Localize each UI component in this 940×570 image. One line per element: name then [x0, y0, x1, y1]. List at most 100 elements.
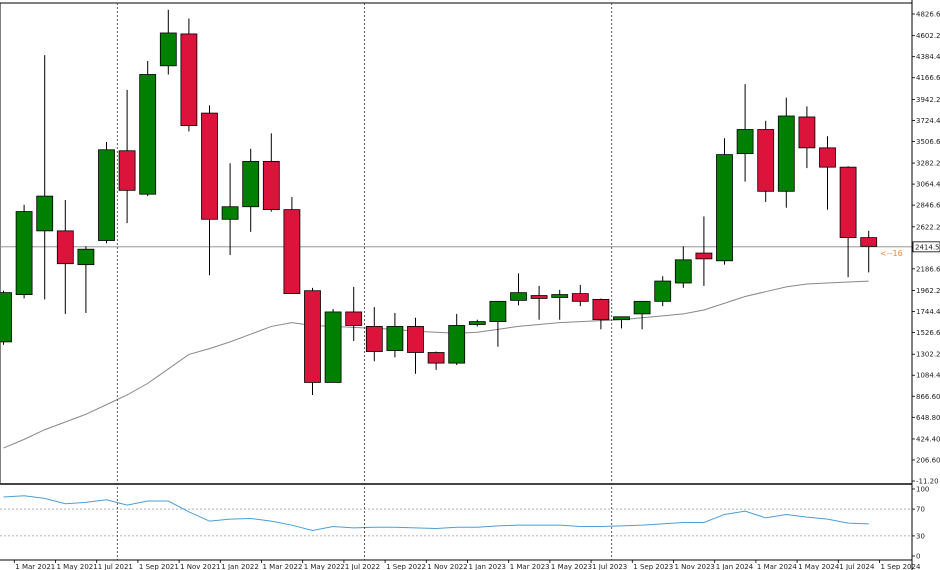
current-price-badge: 2414.57	[912, 241, 940, 253]
candle	[736, 84, 754, 182]
candle-body	[633, 300, 651, 315]
candle-body	[118, 150, 136, 191]
candle-body	[695, 252, 713, 260]
candle	[819, 136, 836, 210]
current-price-label: 2414.57	[915, 243, 940, 251]
candle	[613, 316, 630, 329]
candle-body	[551, 294, 569, 298]
candle	[0, 290, 12, 345]
candle	[36, 55, 54, 300]
price-tick-label: 3942.20	[916, 96, 940, 104]
candle	[262, 133, 280, 212]
time-tick-label: 1 Nov 2022	[427, 563, 467, 570]
candle-body	[448, 325, 466, 364]
candle	[530, 285, 548, 320]
candle-body	[571, 293, 589, 302]
candle	[283, 197, 301, 295]
candle	[304, 287, 321, 395]
time-tick-label: 1 Jul 2021	[98, 563, 133, 570]
price-tick-label: 2622.20	[916, 223, 940, 231]
time-tick-label: 1 Mar 2023	[510, 563, 550, 570]
candle-body	[365, 326, 383, 352]
candle-body	[819, 147, 836, 168]
time-tick-label: 1 May 2024	[798, 563, 840, 570]
time-tick-label: 1 May 2022	[304, 563, 345, 570]
time-tick-label: 1 Mar 2024	[757, 563, 797, 570]
candle	[386, 312, 404, 358]
candle	[716, 138, 733, 265]
candle-body	[242, 160, 260, 208]
time-tick-label: 1 Nov 2023	[675, 563, 715, 570]
candle	[201, 105, 218, 276]
candle-body	[201, 112, 218, 220]
price-tick-label: 4602.20	[916, 32, 940, 40]
candle	[242, 148, 260, 232]
candle-body	[77, 248, 95, 266]
candle	[15, 204, 33, 299]
price-tick-label: 3724.40	[916, 117, 940, 125]
candle	[510, 273, 527, 306]
time-tick-label: 1 Jan 2023	[469, 563, 507, 570]
candle	[159, 9, 177, 75]
candle	[777, 97, 795, 208]
candle-body	[283, 209, 301, 295]
candle-body	[468, 321, 486, 325]
time-axis: 1 Mar 2021 1 May 2021 1 Jul 2021 1 Sep 2021…	[13, 560, 921, 570]
time-tick-label: 1 Jul 2022	[345, 563, 380, 570]
candle-body	[98, 149, 115, 241]
price-tick-label: 1744.40	[916, 308, 940, 316]
time-tick-label: 1 Sep 2023	[633, 563, 673, 570]
candle	[365, 307, 383, 362]
candle-body	[592, 299, 610, 321]
candle-body	[262, 160, 280, 211]
candle	[592, 298, 610, 330]
price-tick-label: 3506.60	[916, 138, 940, 146]
price-axis: 4826.60 4602.20 4384.40 4166.60 3942.20 3724.…	[912, 11, 940, 486]
oscillator-tick-label: 30	[916, 532, 925, 540]
candle-body	[427, 352, 445, 364]
price-tick-label: 424.40	[916, 435, 940, 443]
oscillator-tick-label: 0	[916, 553, 920, 561]
price-tick-label: 3064.40	[916, 181, 940, 189]
price-tick-label: 4166.60	[916, 74, 940, 82]
candle	[489, 300, 507, 347]
oscillator-pane	[0, 495, 912, 537]
current-price-box	[912, 241, 940, 253]
candle	[324, 309, 342, 383]
candle-body	[736, 129, 754, 155]
candle-body	[716, 154, 733, 262]
candle-body	[304, 290, 321, 383]
candle	[77, 246, 95, 313]
candle-body	[15, 211, 33, 295]
candle	[139, 60, 157, 197]
candle	[654, 276, 672, 307]
candle-body	[0, 292, 12, 343]
time-tick-label: 1 Jan 2022	[221, 563, 259, 570]
price-tick-label: -11.20	[916, 478, 939, 486]
candle-body	[324, 311, 342, 383]
price-tick-label: 1962.20	[916, 287, 940, 295]
candle	[180, 18, 198, 132]
candle-body	[159, 32, 177, 67]
time-tick-label: 1 Jul 2023	[592, 563, 627, 570]
time-tick-label: 1 Jan 2024	[716, 563, 754, 570]
time-tick-label: 1 Sep 2024	[881, 563, 921, 570]
price-tick-label: 4384.40	[916, 53, 940, 61]
oscillator-tick-label: 70	[916, 506, 925, 514]
price-annotation: <--16	[880, 249, 903, 258]
candle	[468, 319, 486, 327]
candle-body	[139, 74, 157, 195]
candle-body	[757, 129, 775, 192]
candle	[407, 317, 424, 374]
candle	[118, 89, 136, 224]
price-tick-label: 1526.60	[916, 329, 940, 337]
price-tick-label: 2846.60	[916, 202, 940, 210]
price-tick-label: 648.80	[916, 414, 940, 422]
moving-average-line	[3, 280, 869, 449]
oscillator-axis: 100 70 30 0	[912, 486, 929, 561]
candle-body	[510, 292, 527, 301]
price-tick-label: 1084.40	[916, 372, 940, 380]
time-tick-label: 1 May 2023	[551, 563, 592, 570]
time-tick-label: 1 Sep 2021	[139, 563, 179, 570]
candle	[860, 230, 878, 273]
